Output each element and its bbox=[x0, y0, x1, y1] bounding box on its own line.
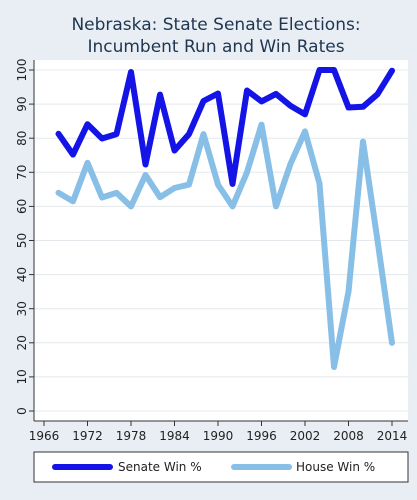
y-tick-label-40: 40 bbox=[15, 267, 29, 282]
chart-title-line-2: Incumbent Run and Win Rates bbox=[87, 37, 344, 57]
y-axis: 0 10 20 30 40 50 60 70 80 90 100 bbox=[15, 59, 35, 421]
y-tick-label-90: 90 bbox=[15, 96, 29, 111]
x-tick-label-1990: 1990 bbox=[203, 429, 234, 443]
x-tick-label-2014: 2014 bbox=[377, 429, 408, 443]
y-tick-label-20: 20 bbox=[15, 335, 29, 350]
y-tick-label-80: 80 bbox=[15, 131, 29, 146]
chart-title-line-1: Nebraska: State Senate Elections: bbox=[71, 15, 360, 35]
y-tick-label-10: 10 bbox=[15, 369, 29, 384]
x-axis: 1966 1972 1978 1984 1990 1996 2002 2008 2014 bbox=[29, 420, 408, 443]
x-tick-label-2002: 2002 bbox=[290, 429, 321, 443]
y-tick-label-70: 70 bbox=[15, 165, 29, 180]
legend-label-senate: Senate Win % bbox=[118, 460, 202, 474]
series-lines bbox=[55, 67, 395, 370]
legend: Senate Win % House Win % bbox=[33, 451, 409, 483]
x-tick-label-1996: 1996 bbox=[246, 429, 277, 443]
legend-label-house: House Win % bbox=[296, 460, 375, 474]
x-tick-label-1966: 1966 bbox=[29, 429, 60, 443]
x-tick-label-1972: 1972 bbox=[72, 429, 103, 443]
series-line-house-win bbox=[55, 121, 395, 370]
series-line-senate-win bbox=[55, 67, 395, 187]
x-tick-label-2008: 2008 bbox=[333, 429, 364, 443]
y-tick-label-0: 0 bbox=[15, 407, 29, 415]
x-tick-label-1978: 1978 bbox=[116, 429, 147, 443]
x-tick-label-1984: 1984 bbox=[159, 429, 190, 443]
y-tick-label-50: 50 bbox=[15, 233, 29, 248]
y-tick-label-100: 100 bbox=[15, 59, 29, 82]
y-tick-label-60: 60 bbox=[15, 199, 29, 214]
y-tick-label-30: 30 bbox=[15, 301, 29, 316]
